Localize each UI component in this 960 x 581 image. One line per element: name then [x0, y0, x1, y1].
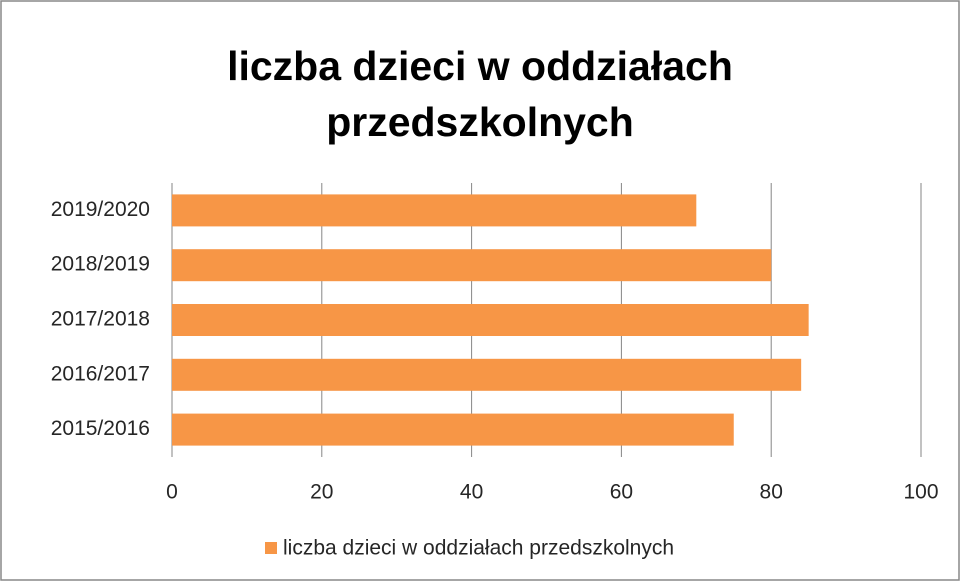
- chart-title: liczba dzieci w oddziałach przedszkolnyc…: [227, 43, 733, 145]
- x-tick-label: 40: [460, 481, 483, 504]
- bar: [172, 413, 734, 446]
- x-tick-label: 100: [903, 481, 938, 504]
- y-tick-label: 2016/2017: [51, 362, 150, 385]
- bar: [172, 194, 697, 227]
- x-tick-label: 60: [610, 481, 633, 504]
- y-tick-label: 2018/2019: [51, 253, 150, 276]
- bar: [172, 304, 809, 336]
- legend-swatch: [265, 542, 277, 554]
- y-tick-label: 2017/2018: [51, 308, 150, 331]
- x-tick-label: 20: [310, 481, 333, 504]
- bar: [172, 249, 772, 282]
- y-tick-label: 2015/2016: [51, 417, 150, 440]
- x-tick-label: 0: [166, 481, 178, 504]
- legend-label: liczba dzieci w oddziałach przedszkolnyc…: [283, 537, 674, 560]
- bar: [172, 358, 802, 391]
- x-tick-label: 80: [760, 481, 783, 504]
- y-tick-label: 2019/2020: [51, 198, 150, 221]
